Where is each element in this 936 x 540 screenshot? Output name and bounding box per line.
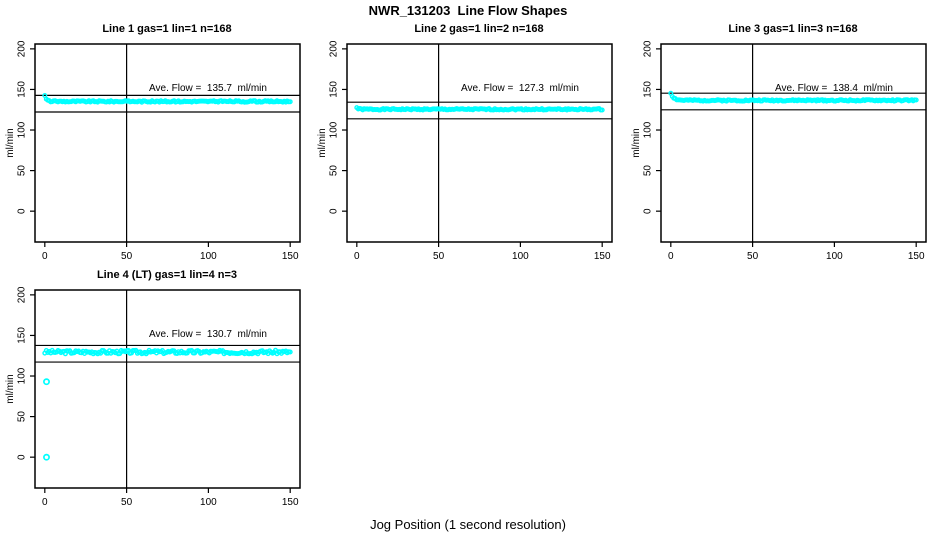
y-axis: 0 50 100 150 200 [17,40,35,214]
x-axis-label: Jog Position (1 second resolution) [370,517,566,532]
y-axis: 0 50 100 150 200 [643,40,661,214]
subplot-3-y-axis-label: ml/min [631,128,642,158]
x-tick-label: 0 [668,251,674,262]
y-tick-label: 50 [643,165,654,177]
y-tick-label: 200 [17,40,28,57]
y-tick-label: 200 [17,286,28,303]
subplot-1: 0 50 100 150 200 0 50 100 150 [17,40,301,262]
subplot-4: 0 50 100 150 200 0 50 100 150 [17,286,301,508]
x-tick-label: 100 [200,251,217,262]
subplot-3-title: Line 3 gas=1 lin=3 n=168 [728,23,858,35]
y-tick-label: 0 [17,454,28,460]
y-tick-label: 0 [329,208,340,214]
y-tick-label: 0 [17,208,28,214]
y-tick-label: 150 [17,327,28,344]
y-axis: 0 50 100 150 200 [17,286,35,460]
x-axis: 0 50 100 150 [354,242,611,262]
x-axis: 0 50 100 150 [668,242,925,262]
plot-box [660,43,927,243]
x-tick-label: 100 [512,251,529,262]
subplot-2-y-axis-label: ml/min [317,128,328,158]
reference-lines [661,44,926,242]
y-tick-label: 200 [643,40,654,57]
x-tick-label: 100 [826,251,843,262]
x-tick-label: 150 [594,251,611,262]
x-tick-label: 0 [42,497,48,508]
page-title: NWR_131203 Line Flow Shapes [368,3,568,18]
x-tick-label: 150 [282,251,299,262]
y-tick-label: 0 [643,208,654,214]
y-tick-label: 100 [329,121,340,138]
subplot-3: 0 50 100 150 200 0 50 100 150 [643,40,927,262]
outlier-point [43,378,50,386]
subplot-4-title: Line 4 (LT) gas=1 lin=4 n=3 [96,269,238,281]
data-points [42,347,293,461]
data-points [354,105,605,113]
subplot-1-y-axis-label: ml/min [5,128,16,158]
x-tick-label: 50 [433,251,445,262]
y-tick-label: 50 [17,165,28,177]
reference-lines [347,44,612,242]
x-tick-label: 100 [200,497,217,508]
x-tick-label: 50 [121,251,133,262]
data-points [668,90,919,104]
y-tick-label: 100 [643,121,654,138]
x-axis: 0 50 100 150 [42,488,299,508]
y-tick-label: 200 [329,40,340,57]
subplot-4-y-axis-label: ml/min [5,374,16,404]
y-tick-label: 100 [17,367,28,384]
y-tick-label: 100 [17,121,28,138]
y-tick-label: 150 [17,81,28,98]
x-tick-label: 150 [908,251,925,262]
subplot-3-ave-flow: Ave. Flow = 138.4 ml/min [775,83,893,94]
y-tick-label: 50 [329,165,340,177]
subplot-2-ave-flow: Ave. Flow = 127.3 ml/min [461,83,579,94]
y-axis: 0 50 100 150 200 [329,40,347,214]
reference-lines [35,290,300,488]
x-axis: 0 50 100 150 [42,242,299,262]
y-tick-label: 150 [329,81,340,98]
plot-box [34,43,301,243]
x-tick-label: 0 [354,251,360,262]
subplot-2: 0 50 100 150 200 0 50 100 150 [329,40,613,262]
y-tick-label: 50 [17,411,28,423]
data-points [42,92,293,105]
x-tick-label: 0 [42,251,48,262]
x-tick-label: 150 [282,497,299,508]
subplot-4-ave-flow: Ave. Flow = 130.7 ml/min [149,329,267,340]
y-tick-label: 150 [643,81,654,98]
reference-lines [35,44,300,242]
x-tick-label: 50 [747,251,759,262]
plot-box [346,43,613,243]
subplot-1-title: Line 1 gas=1 lin=1 n=168 [102,23,232,35]
plot-box [34,289,301,489]
x-tick-label: 50 [121,497,133,508]
subplot-2-title: Line 2 gas=1 lin=2 n=168 [414,23,544,35]
outlier-point [43,453,50,461]
subplot-1-ave-flow: Ave. Flow = 135.7 ml/min [149,83,267,94]
